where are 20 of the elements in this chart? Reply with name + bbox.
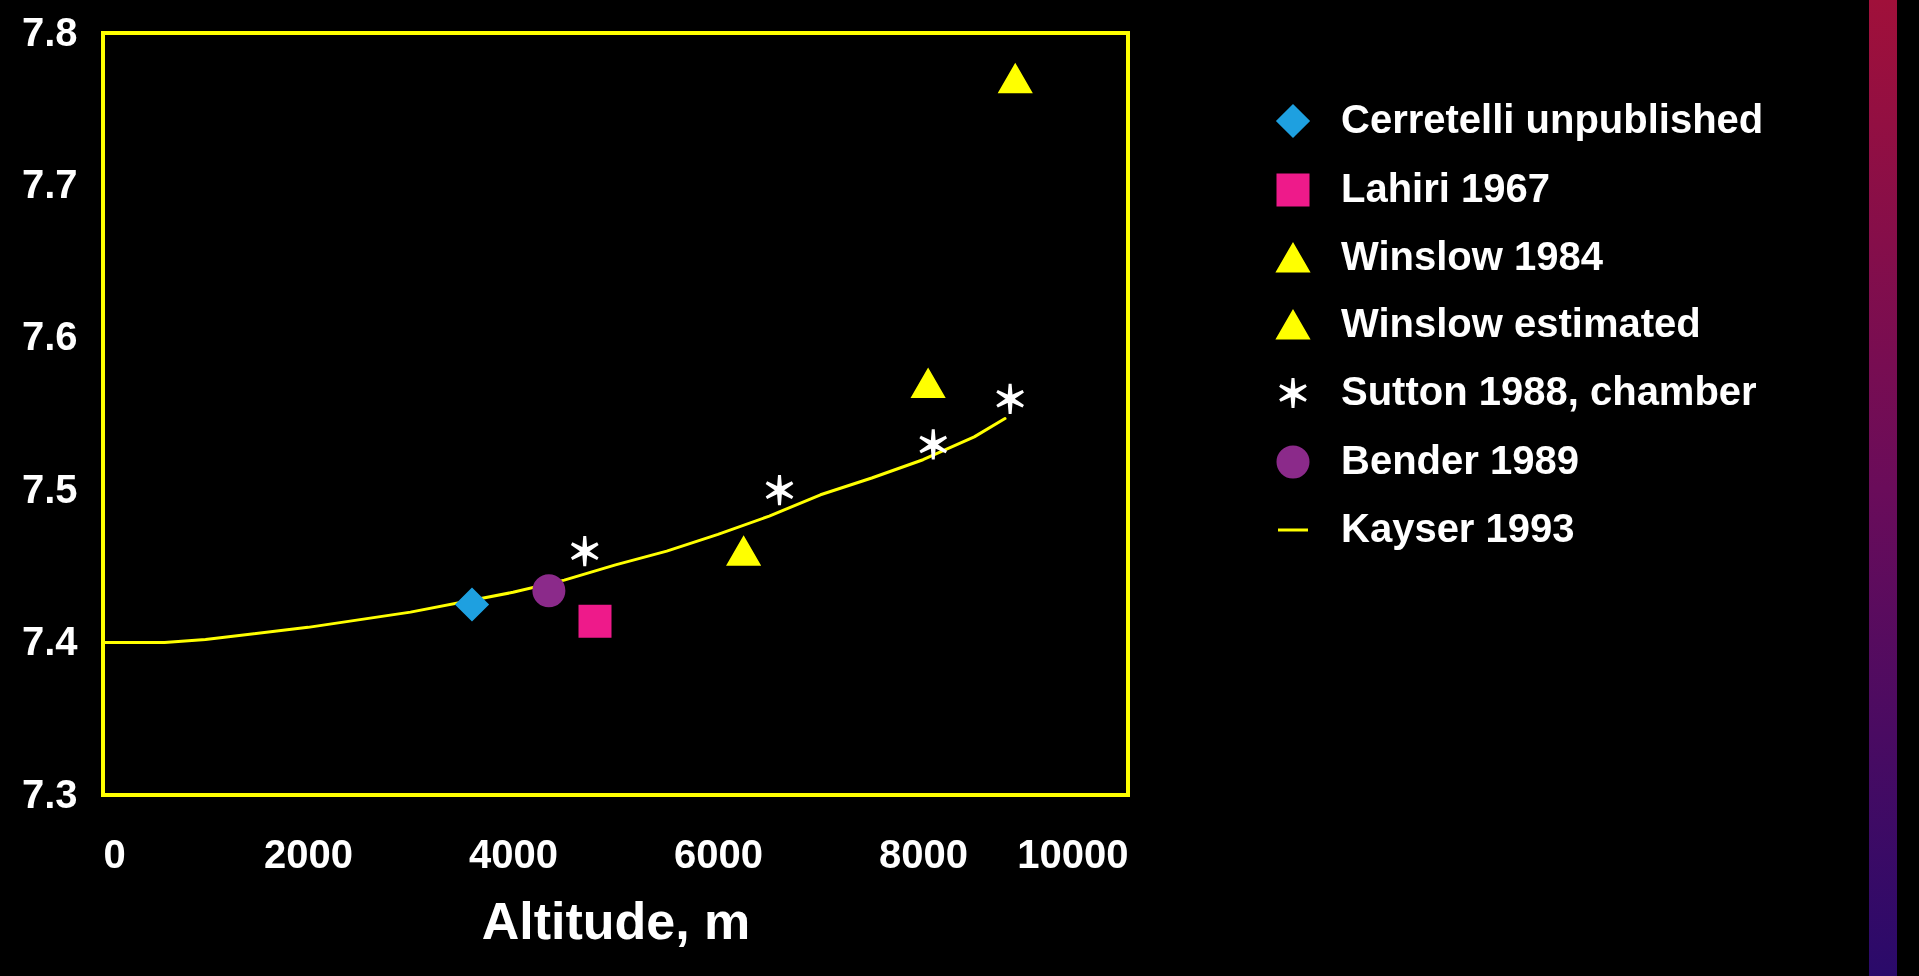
x-tick-label: 2000 <box>264 831 353 876</box>
legend-label: Sutton 1988, chamber <box>1341 369 1757 413</box>
y-tick-label: 7.8 <box>21 9 78 54</box>
x-tick-label: 8000 <box>879 831 968 876</box>
x-tick-label: 6000 <box>674 831 763 876</box>
legend-label: Winslow 1984 <box>1341 234 1604 278</box>
legend-label: Lahiri 1967 <box>1341 166 1551 210</box>
x-axis-title: Altitude, m <box>481 891 751 950</box>
x-tick-label: 10000 <box>1017 831 1129 876</box>
y-tick-label: 7.6 <box>21 314 78 359</box>
x-tick-label: 4000 <box>469 831 558 876</box>
legend-label: Kayser 1993 <box>1341 506 1575 550</box>
legend-label: Cerretelli unpublished <box>1341 97 1764 141</box>
y-tick-label: 7.3 <box>21 771 78 816</box>
legend-label: Winslow estimated <box>1341 301 1701 345</box>
y-tick-label: 7.4 <box>21 619 79 664</box>
legend-label: Bender 1989 <box>1341 438 1579 482</box>
y-tick-label: 7.5 <box>21 466 78 511</box>
y-tick-label: 7.7 <box>21 161 78 206</box>
x-tick-label: 0 <box>103 831 126 876</box>
